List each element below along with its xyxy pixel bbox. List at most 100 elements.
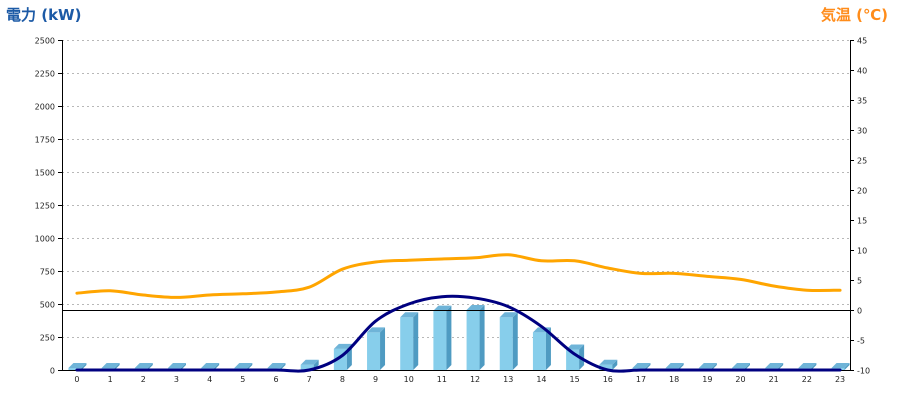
bar-top xyxy=(566,344,585,350)
y-left-tick-label: 2250 xyxy=(35,70,55,79)
x-tick-label: 4 xyxy=(207,375,212,384)
y-right-tick-label: 0 xyxy=(857,307,862,316)
bar xyxy=(499,317,513,370)
x-tick-label: 21 xyxy=(769,375,779,384)
bar xyxy=(300,364,314,370)
y-left-tick-label: 750 xyxy=(40,268,55,277)
y-left-tick-label: 500 xyxy=(40,301,55,310)
x-tick-label: 19 xyxy=(702,375,712,384)
temperature-line xyxy=(75,253,842,299)
x-tick-label: 9 xyxy=(373,375,378,384)
bar xyxy=(68,368,82,370)
x-tick-label: 18 xyxy=(669,375,679,384)
bar-side xyxy=(778,363,784,370)
bar-top xyxy=(798,363,817,369)
y-left-tick-label: 1500 xyxy=(35,169,55,178)
bar-side xyxy=(81,363,87,370)
y-left-tick-label: 250 xyxy=(40,334,55,343)
bar-side xyxy=(711,363,717,370)
y-right-tick-label: 25 xyxy=(857,157,867,166)
x-tick-label: 1 xyxy=(108,375,113,384)
bar-top xyxy=(167,363,186,369)
bar xyxy=(400,317,414,370)
y-right-tick-label: 15 xyxy=(857,217,867,226)
bar-top xyxy=(433,305,452,311)
y-left-tick-label: 2000 xyxy=(35,103,55,112)
x-tick-label: 10 xyxy=(404,375,414,384)
bar-top xyxy=(333,343,352,349)
bar-top xyxy=(599,359,618,365)
bar xyxy=(367,332,381,370)
y-left-tick-label: 0 xyxy=(50,367,55,376)
bar-top xyxy=(267,363,286,369)
bar-side xyxy=(479,304,485,370)
y-right-tick-label: 45 xyxy=(857,37,867,46)
bar-side xyxy=(380,327,386,370)
y-right-tick-label: 20 xyxy=(857,187,867,196)
bar-side xyxy=(844,363,850,370)
bar-top xyxy=(134,363,153,369)
bar-top xyxy=(632,363,651,369)
bar xyxy=(532,332,546,370)
x-tick-label: 17 xyxy=(636,375,646,384)
x-tick-label: 6 xyxy=(273,375,278,384)
x-tick-label: 22 xyxy=(802,375,812,384)
y-left-tick-label: 1000 xyxy=(35,235,55,244)
bar-side xyxy=(545,327,551,370)
bar-side xyxy=(247,363,253,370)
x-tick-label: 20 xyxy=(735,375,745,384)
bar xyxy=(466,309,480,370)
bar-side xyxy=(745,363,751,370)
power-line xyxy=(75,294,842,373)
bar-top xyxy=(68,363,87,369)
y-right-tick-label: 5 xyxy=(857,277,862,286)
x-tick-label: 16 xyxy=(603,375,613,384)
bar-side xyxy=(678,363,684,370)
x-tick-label: 12 xyxy=(470,375,480,384)
bar-side xyxy=(180,363,186,370)
bar-side xyxy=(214,363,220,370)
y-right-tick-label: -5 xyxy=(857,337,865,346)
bar-side xyxy=(811,363,817,370)
bar-top xyxy=(201,363,220,369)
x-tick-label: 23 xyxy=(835,375,845,384)
bar-side xyxy=(645,363,651,370)
y-right-tick-label: 40 xyxy=(857,67,867,76)
y-right-tick-label: 30 xyxy=(857,127,867,136)
x-tick-label: 15 xyxy=(570,375,580,384)
bar-top xyxy=(466,304,485,310)
bar-side xyxy=(280,363,286,370)
x-tick-label: 11 xyxy=(437,375,447,384)
bar-side xyxy=(413,312,419,370)
bar-top xyxy=(400,312,419,318)
x-tick-label: 3 xyxy=(174,375,179,384)
y-left-tick-label: 1250 xyxy=(35,202,55,211)
y-left-axis-title: 電力 (kW) xyxy=(6,6,82,24)
bar-top xyxy=(367,327,386,333)
bar-top xyxy=(101,363,120,369)
bar-side xyxy=(446,305,452,370)
x-tick-label: 5 xyxy=(240,375,245,384)
bar-top xyxy=(665,363,684,369)
x-tick-label: 14 xyxy=(536,375,546,384)
y-left-tick-label: 1750 xyxy=(35,136,55,145)
bar-side xyxy=(512,312,518,370)
bar-top xyxy=(698,363,717,369)
y-left-tick-label: 2500 xyxy=(35,37,55,46)
y-right-tick-label: 10 xyxy=(857,247,867,256)
bar-top xyxy=(831,363,850,369)
bar-side xyxy=(114,363,120,370)
bar-top xyxy=(732,363,751,369)
y-right-tick-label: 35 xyxy=(857,97,867,106)
bar-top xyxy=(765,363,784,369)
x-tick-label: 13 xyxy=(503,375,513,384)
x-tick-label: 8 xyxy=(340,375,345,384)
x-tick-label: 2 xyxy=(141,375,146,384)
bar-side xyxy=(147,363,153,370)
bar-side xyxy=(612,359,618,370)
y-right-tick-label: -10 xyxy=(857,367,870,376)
bar-top xyxy=(499,312,518,318)
bar-top xyxy=(300,359,319,365)
